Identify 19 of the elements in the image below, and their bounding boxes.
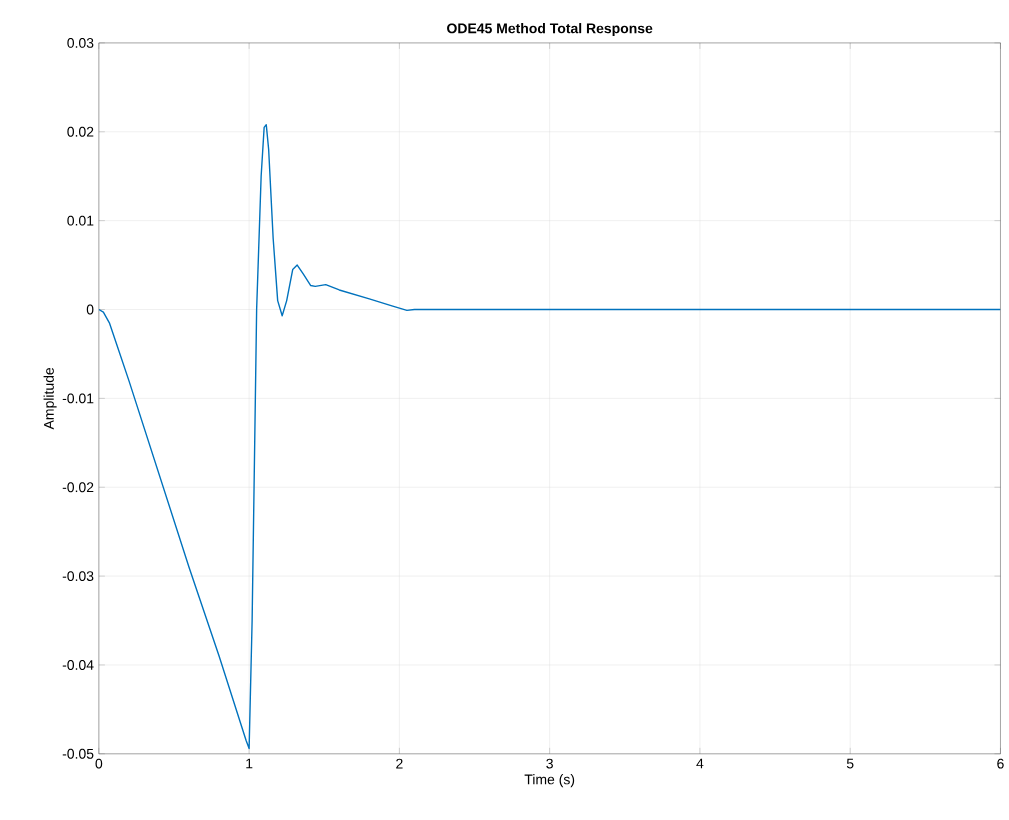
y-tick-label: 0.03 [67, 38, 94, 49]
y-tick-label: -0.05 [62, 749, 94, 759]
y-tick-label: -0.04 [62, 660, 94, 671]
y-axis-title: Amplitude [43, 368, 57, 430]
x-tick-label: 5 [846, 758, 854, 769]
x-tick-label: 6 [997, 758, 1004, 769]
y-tick-label: -0.02 [62, 482, 94, 493]
x-tick-label: 0 [95, 758, 103, 769]
x-tick-label: 4 [696, 758, 704, 769]
y-tick-label: -0.01 [62, 393, 94, 404]
x-tick-label: 3 [546, 758, 553, 769]
x-tick-label: 2 [396, 758, 403, 769]
y-tick-label: 0.01 [67, 215, 94, 226]
y-tick-label: 0 [86, 304, 94, 315]
x-axis-title: Time (s) [524, 774, 575, 788]
y-tick-label: 0.02 [67, 126, 94, 137]
chart-title: ODE45 Method Total Response [447, 23, 653, 37]
y-tick-label: -0.03 [62, 571, 94, 582]
x-tick-label: 1 [246, 758, 253, 769]
